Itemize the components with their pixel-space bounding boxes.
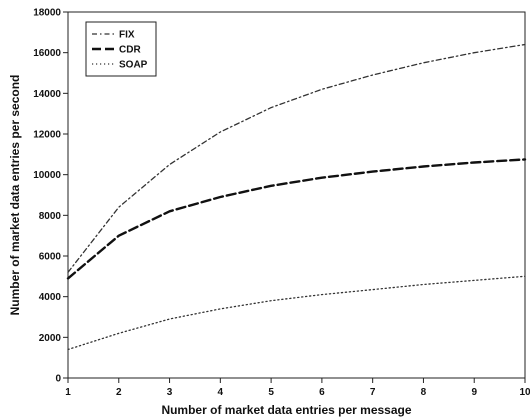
legend-label-soap: SOAP [119, 60, 148, 71]
y-axis-title: Number of market data entries per second [8, 75, 22, 316]
x-tick-label: 5 [268, 387, 274, 398]
plot-frame [67, 11, 526, 379]
y-axis: 0 2000 4000 6000 8000 10000 12000 14000 16000 180… [33, 8, 68, 385]
y-tick-label: 0 [55, 374, 61, 385]
x-tick-label: 8 [421, 387, 427, 398]
y-tick-label: 4000 [39, 292, 62, 303]
x-tick-label: 9 [471, 387, 477, 398]
legend: FIX CDR SOAP [85, 21, 157, 77]
x-tick-label: 1 [65, 387, 71, 398]
series-lines [66, 43, 527, 351]
series-line-soap [67, 275, 526, 351]
y-tick-label: 8000 [39, 211, 62, 222]
y-tick-label: 6000 [39, 252, 62, 263]
legend-label-cdr: CDR [119, 45, 141, 56]
x-axis-title: Number of market data entries per messag… [161, 403, 411, 417]
x-tick-label: 10 [519, 387, 530, 398]
y-tick-label: 10000 [33, 170, 61, 181]
y-tick-label: 16000 [33, 48, 61, 59]
x-tick-label: 3 [167, 387, 173, 398]
series-line-fix [67, 43, 526, 273]
legend-label-fix: FIX [119, 30, 135, 41]
x-tick-label: 6 [319, 387, 325, 398]
y-tick-label: 14000 [33, 89, 61, 100]
series-line-cdr [66, 158, 527, 280]
plot-area-border [67, 11, 526, 379]
x-axis: 1 2 3 4 5 6 7 8 9 10 [65, 378, 530, 398]
x-tick-label: 2 [116, 387, 122, 398]
y-tick-label: 18000 [33, 8, 61, 19]
x-tick-label: 7 [370, 387, 376, 398]
x-tick-label: 4 [218, 387, 224, 398]
y-tick-label: 2000 [39, 333, 62, 344]
y-tick-label: 12000 [33, 130, 61, 141]
